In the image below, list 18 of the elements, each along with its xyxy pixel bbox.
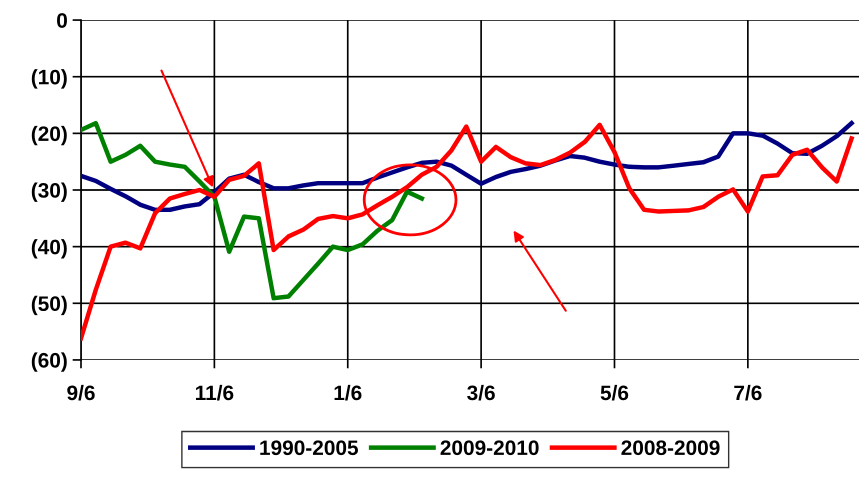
legend-label: 1990-2005 [260, 440, 358, 456]
x-tick-label: 3/6 [467, 384, 495, 400]
y-tick-label: (10) [32, 69, 67, 89]
line-series [81, 122, 854, 341]
line-series [81, 120, 424, 300]
x-tick-label: 9/6 [67, 384, 95, 400]
y-tick-label: 0 [57, 13, 67, 28]
legend-label: 2009-2010 [440, 440, 539, 456]
y-tick-label: (20) [32, 126, 67, 146]
y-tick-label: (30) [32, 182, 67, 202]
x-tick-label: 11/6 [196, 384, 234, 400]
x-tick-label: 1/6 [334, 384, 362, 400]
legend-label: 2008-2009 [621, 440, 720, 456]
y-tick-label: (60) [32, 352, 67, 372]
y-tick-label: (50) [32, 296, 67, 316]
y-tick-label: (40) [32, 239, 67, 259]
x-tick-label: 5/6 [600, 384, 628, 400]
x-tick-label: 7/6 [734, 384, 762, 400]
